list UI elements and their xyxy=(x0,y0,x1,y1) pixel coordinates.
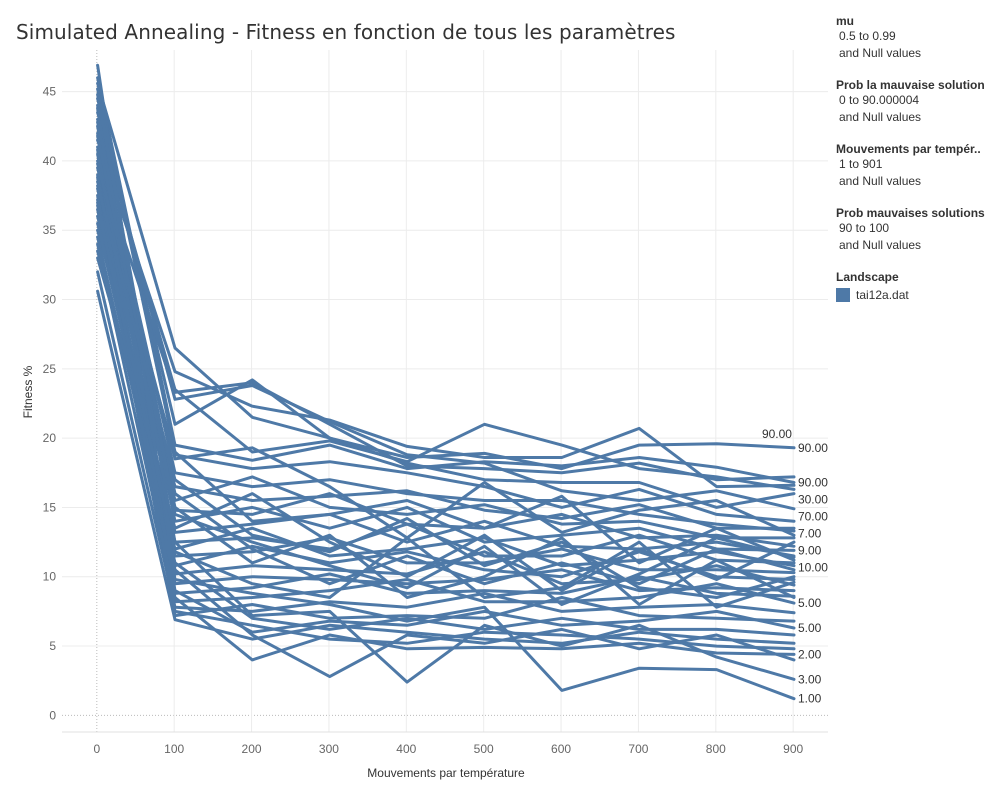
filter-range: 90 to 100 xyxy=(839,221,890,235)
series-line[interactable] xyxy=(96,159,796,482)
x-tick-label: 800 xyxy=(706,742,726,756)
series-line[interactable] xyxy=(96,221,796,637)
series-line[interactable] xyxy=(96,87,796,565)
legend-title: Landscape xyxy=(836,270,899,284)
filter-nulls: and Null values xyxy=(839,110,922,124)
series-line[interactable] xyxy=(96,76,796,484)
chart-title: Simulated Annealing - Fitness en fonctio… xyxy=(16,20,676,44)
series-line[interactable] xyxy=(96,180,796,523)
x-tick-label: 700 xyxy=(628,742,648,756)
x-tick-label: 200 xyxy=(242,742,262,756)
y-axis-title: Fitness % xyxy=(21,365,35,418)
series-line[interactable] xyxy=(96,184,796,599)
series-lines xyxy=(96,63,796,701)
series-line[interactable] xyxy=(96,152,796,605)
x-tick-label: 500 xyxy=(474,742,494,756)
x-axis-title: Mouvements par température xyxy=(367,766,525,780)
series-line[interactable] xyxy=(96,138,796,489)
filter-mu[interactable]: mu 0.5 to 0.99 and Null values xyxy=(836,14,996,62)
legend: Landscape tai12a.dat xyxy=(836,270,996,302)
filter-nulls: and Null values xyxy=(839,174,922,188)
series-line[interactable] xyxy=(96,166,796,540)
legend-item[interactable]: tai12a.dat xyxy=(836,288,996,302)
series-line[interactable] xyxy=(96,201,796,530)
filter-nulls: and Null values xyxy=(839,46,922,60)
y-tick-label: 45 xyxy=(43,85,57,99)
series-line[interactable] xyxy=(96,235,796,587)
x-tick-label: 600 xyxy=(551,742,571,756)
end-label: 7.00 xyxy=(798,526,822,540)
series-line[interactable] xyxy=(96,145,796,552)
end-label: 90.00 xyxy=(798,441,828,455)
filter-range: 0.5 to 0.99 xyxy=(839,29,896,43)
y-tick-label: 25 xyxy=(43,362,57,376)
filter-title: Prob la mauvaise solution xyxy=(836,78,985,92)
series-line[interactable] xyxy=(96,117,796,491)
filter-nulls: and Null values xyxy=(839,238,922,252)
end-label: 1.00 xyxy=(798,692,822,706)
series-line[interactable] xyxy=(96,134,796,606)
y-tick-label: 40 xyxy=(43,154,57,168)
end-label: 90.00 xyxy=(798,475,828,489)
series-line[interactable] xyxy=(96,242,796,662)
series-line[interactable] xyxy=(96,207,796,598)
end-labels: 90.00 90.00 90.00 30.00 70.00 7.00 9.00 10.00 5.… xyxy=(762,427,828,706)
legend-label: tai12a.dat xyxy=(856,288,909,302)
side-panel: mu 0.5 to 0.99 and Null values Prob la m… xyxy=(836,14,996,302)
end-label: 10.00 xyxy=(798,560,828,574)
y-tick-label: 0 xyxy=(49,708,56,722)
x-tick-label: 100 xyxy=(164,742,184,756)
filter-title: Prob mauvaises solutions xyxy=(836,206,985,220)
legend-swatch xyxy=(836,288,850,302)
series-line[interactable] xyxy=(96,97,796,471)
end-label: 70.00 xyxy=(798,509,828,523)
y-tick-label: 20 xyxy=(43,431,57,445)
y-tick-label: 15 xyxy=(43,500,57,514)
filter-prob-mauvaises-solutions[interactable]: Prob mauvaises solutions 90 to 100 and N… xyxy=(836,206,996,254)
series-line[interactable] xyxy=(96,106,796,634)
series-line[interactable] xyxy=(96,63,796,701)
filter-title: mu xyxy=(836,14,854,28)
end-label: 5.00 xyxy=(798,621,822,635)
x-tick-label: 900 xyxy=(783,742,803,756)
series-line[interactable] xyxy=(96,162,796,540)
end-label: 2.00 xyxy=(798,647,822,661)
y-tick-label: 10 xyxy=(43,570,57,584)
series-line[interactable] xyxy=(96,92,796,606)
axes: 0 5 10 15 20 25 30 35 40 45 0 100 200 300 400 500 600 700… xyxy=(43,85,828,756)
filter-title: Mouvements par tempér.. xyxy=(836,142,981,156)
series-line[interactable] xyxy=(96,131,796,533)
x-tick-label: 0 xyxy=(93,742,100,756)
x-tick-label: 400 xyxy=(396,742,416,756)
y-tick-label: 30 xyxy=(43,293,57,307)
end-label: 3.00 xyxy=(798,672,822,686)
end-label: 30.00 xyxy=(798,492,828,506)
series-line[interactable] xyxy=(96,110,796,511)
series-line[interactable] xyxy=(96,203,796,609)
end-label: 5.00 xyxy=(798,596,822,610)
series-line[interactable] xyxy=(96,120,796,586)
filter-range: 0 to 90.000004 xyxy=(839,93,920,107)
series-line[interactable] xyxy=(96,256,796,593)
filter-range: 1 to 901 xyxy=(839,157,883,171)
x-tick-label: 300 xyxy=(319,742,339,756)
series-line[interactable] xyxy=(96,198,796,684)
filter-mouvements-par-temperature[interactable]: Mouvements par tempér.. 1 to 901 and Nul… xyxy=(836,142,996,190)
y-tick-label: 5 xyxy=(49,639,56,653)
y-tick-label: 35 xyxy=(43,223,57,237)
end-label: 9.00 xyxy=(798,543,822,557)
end-label: 90.00 xyxy=(762,427,792,441)
filter-prob-mauvaise-solution[interactable]: Prob la mauvaise solution 0 to 90.000004… xyxy=(836,78,996,126)
